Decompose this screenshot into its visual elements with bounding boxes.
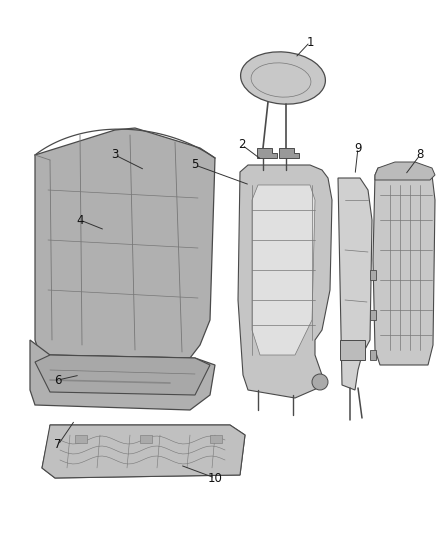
Text: 9: 9 — [354, 141, 362, 155]
Text: 10: 10 — [208, 472, 223, 484]
Polygon shape — [370, 310, 376, 320]
Polygon shape — [30, 340, 215, 410]
Bar — [75, 435, 87, 443]
Polygon shape — [35, 128, 215, 358]
Polygon shape — [373, 168, 435, 365]
Bar — [340, 340, 365, 360]
Polygon shape — [238, 165, 332, 398]
Polygon shape — [42, 425, 245, 478]
Polygon shape — [252, 185, 315, 355]
Text: 7: 7 — [54, 439, 62, 451]
Text: 8: 8 — [416, 149, 424, 161]
Polygon shape — [338, 178, 372, 390]
Polygon shape — [370, 350, 376, 360]
Polygon shape — [257, 148, 277, 158]
Text: 2: 2 — [238, 139, 246, 151]
Bar — [210, 435, 222, 443]
Circle shape — [312, 374, 328, 390]
Text: 5: 5 — [191, 158, 199, 172]
Polygon shape — [375, 162, 435, 180]
Polygon shape — [42, 425, 245, 478]
Text: 3: 3 — [111, 149, 119, 161]
Text: 4: 4 — [76, 214, 84, 227]
Text: 6: 6 — [54, 374, 62, 386]
Polygon shape — [279, 148, 299, 158]
Polygon shape — [35, 355, 210, 395]
Polygon shape — [370, 270, 376, 280]
Text: 1: 1 — [306, 36, 314, 49]
Bar — [140, 435, 152, 443]
Ellipse shape — [240, 52, 325, 104]
